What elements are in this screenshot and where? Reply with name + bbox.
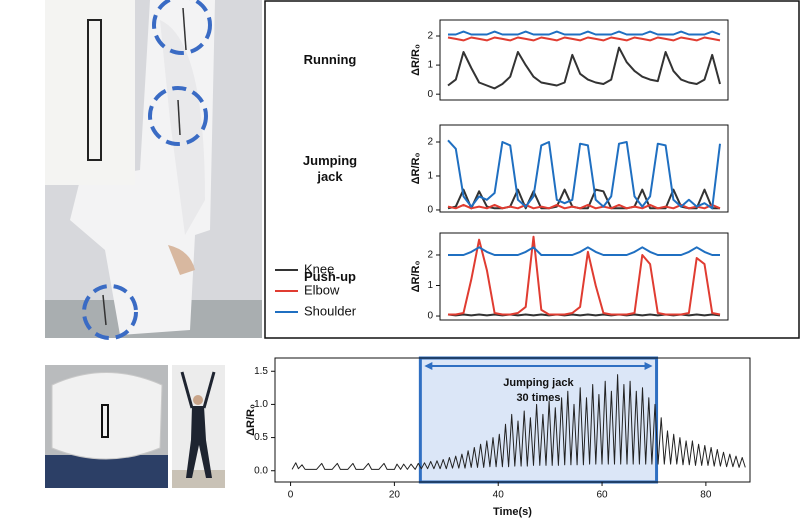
y-axis-label: ΔR/R₀ (410, 44, 422, 76)
y-axis-label: ΔR/R₀ (245, 404, 257, 436)
y-tick-label: 2 (427, 31, 433, 42)
legend-label: Shoulder (304, 303, 357, 318)
data-line (447, 203, 721, 210)
x-tick-label: 80 (700, 490, 712, 501)
x-tick-label: 0 (288, 490, 294, 501)
y-tick-label: 0.5 (254, 432, 268, 443)
plot-frame (274, 357, 751, 483)
data-line (447, 46, 721, 90)
y-axis-label: ΔR/R₀ (410, 153, 422, 185)
y-tick-label: 1 (427, 60, 433, 71)
data-line (448, 235, 721, 316)
y-axis-label: ΔR/R₀ (410, 261, 422, 293)
y-tick-label: 2 (427, 137, 433, 148)
legend-label: Elbow (304, 282, 340, 297)
data-line (447, 188, 720, 210)
y-tick-label: 1.0 (254, 399, 268, 410)
y-tick-label: 0 (427, 205, 433, 216)
y-tick-label: 2 (427, 250, 433, 261)
subplot-title: Push-up (304, 268, 356, 284)
annotation: Jumping jack 30 times (503, 377, 574, 404)
legend-label: Knee (304, 261, 334, 276)
data-line (448, 30, 721, 36)
y-tick-label: 1.5 (254, 366, 268, 377)
x-tick-label: 20 (389, 490, 401, 501)
plot-frame (439, 124, 729, 213)
data-line (448, 246, 720, 256)
data-line (447, 139, 721, 210)
y-tick-label: 0.0 (254, 465, 268, 476)
data-line (447, 36, 721, 42)
y-tick-label: 1 (427, 280, 433, 291)
plot-frame (439, 232, 729, 321)
photo-person (172, 365, 225, 488)
panel-frame (264, 0, 800, 339)
photo-mask (45, 365, 168, 488)
plot-frame (439, 19, 729, 101)
photo-suit (45, 0, 262, 340)
x-axis-label: Time(s) (493, 506, 532, 518)
x-tick-label: 60 (596, 490, 608, 501)
y-tick-label: 0 (427, 89, 433, 100)
subplot-title: Jumping jack (302, 152, 358, 184)
y-tick-label: 1 (427, 171, 433, 182)
y-tick-label: 0 (427, 311, 433, 322)
x-tick-label: 40 (493, 490, 505, 501)
subplot-title: Running (303, 52, 357, 67)
data-line (291, 374, 746, 470)
